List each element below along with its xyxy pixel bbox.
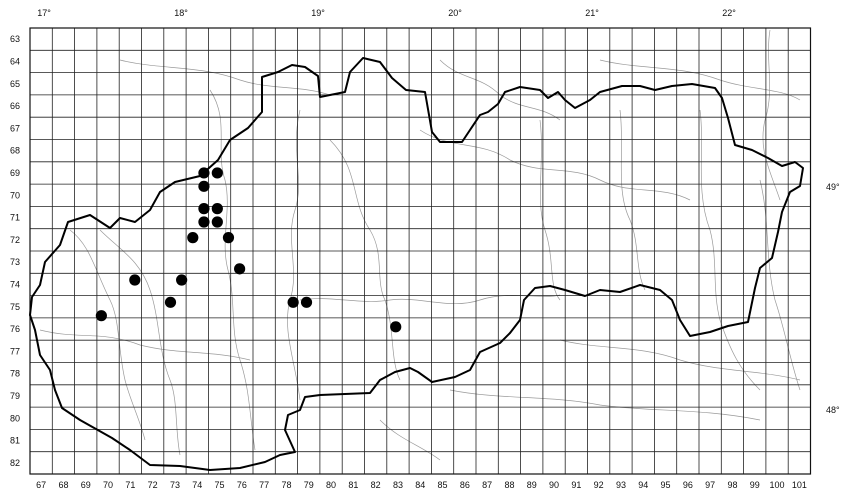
occurrence-dot xyxy=(198,203,210,215)
row-label: 81 xyxy=(10,436,20,446)
grid-lines xyxy=(30,28,811,474)
column-label: 101 xyxy=(792,480,807,490)
occurrence-dot xyxy=(211,167,223,179)
column-label: 90 xyxy=(549,480,559,490)
column-label: 85 xyxy=(438,480,448,490)
column-label: 97 xyxy=(705,480,715,490)
column-label: 93 xyxy=(616,480,626,490)
column-label: 92 xyxy=(594,480,604,490)
row-label: 74 xyxy=(10,279,20,289)
column-label: 86 xyxy=(460,480,470,490)
column-label: 67 xyxy=(36,480,46,490)
row-label: 66 xyxy=(10,101,20,111)
column-label: 88 xyxy=(504,480,514,490)
column-label: 71 xyxy=(125,480,135,490)
row-label: 79 xyxy=(10,391,20,401)
row-label: 63 xyxy=(10,34,20,44)
column-label: 73 xyxy=(170,480,180,490)
coordinate-labels: 17° 18° 19° 20° 21° 22° 49° 48° xyxy=(37,8,840,415)
column-label: 83 xyxy=(393,480,403,490)
column-label: 68 xyxy=(58,480,68,490)
occurrence-dot xyxy=(300,296,313,308)
column-label: 79 xyxy=(304,480,314,490)
column-label: 84 xyxy=(415,480,425,490)
occurrence-points xyxy=(95,167,402,333)
row-label: 67 xyxy=(10,123,20,133)
column-label: 99 xyxy=(750,480,760,490)
row-label: 77 xyxy=(10,346,20,356)
row-labels: 63 64 65 66 67 68 69 70 71 72 73 74 75 76 77 78 79 80 81 82 xyxy=(10,34,20,468)
longitude-label: 22° xyxy=(722,8,736,18)
column-label: 98 xyxy=(727,480,737,490)
column-label: 72 xyxy=(148,480,158,490)
occurrence-dot xyxy=(234,263,246,275)
column-label: 77 xyxy=(259,480,269,490)
row-label: 80 xyxy=(10,413,20,423)
latitude-label: 48° xyxy=(826,405,840,415)
row-label: 65 xyxy=(10,79,20,89)
column-label: 87 xyxy=(482,480,492,490)
column-label: 100 xyxy=(770,480,785,490)
column-label: 74 xyxy=(192,480,202,490)
row-label: 71 xyxy=(10,213,20,223)
row-label: 75 xyxy=(10,302,20,312)
column-label: 70 xyxy=(103,480,113,490)
latitude-label: 49° xyxy=(826,182,840,192)
column-labels: 67 68 69 70 71 72 73 74 75 76 77 78 79 80 81 82 83 84 85 86… xyxy=(36,480,807,490)
column-label: 91 xyxy=(571,480,581,490)
row-label: 64 xyxy=(10,56,20,66)
occurrence-dot xyxy=(176,274,188,286)
longitude-label: 19° xyxy=(311,8,325,18)
row-label: 72 xyxy=(10,235,20,245)
row-label: 69 xyxy=(10,168,20,178)
occurrence-dot xyxy=(222,232,235,244)
occurrence-dot xyxy=(164,296,177,308)
column-label: 76 xyxy=(237,480,247,490)
row-label: 78 xyxy=(10,369,20,379)
occurrence-dot xyxy=(198,180,210,192)
occurrence-dot xyxy=(198,167,210,179)
column-label: 94 xyxy=(638,480,648,490)
column-label: 81 xyxy=(348,480,358,490)
longitude-label: 21° xyxy=(585,8,599,18)
occurrence-dot xyxy=(390,321,402,333)
occurrence-dot xyxy=(95,310,107,322)
occurrence-dot xyxy=(287,296,299,308)
column-label: 82 xyxy=(371,480,381,490)
row-label: 73 xyxy=(10,257,20,267)
occurrence-dot xyxy=(211,216,223,228)
column-label: 69 xyxy=(81,480,91,490)
row-label: 76 xyxy=(10,324,20,334)
occurrence-dot xyxy=(211,203,223,215)
column-label: 75 xyxy=(215,480,225,490)
longitude-label: 17° xyxy=(37,8,51,18)
row-label: 82 xyxy=(10,458,20,468)
column-label: 89 xyxy=(527,480,537,490)
river-network xyxy=(39,29,801,461)
column-label: 95 xyxy=(661,480,671,490)
column-label: 96 xyxy=(683,480,693,490)
column-label: 78 xyxy=(281,480,291,490)
longitude-label: 18° xyxy=(174,8,188,18)
map-frame xyxy=(29,27,812,475)
row-label: 70 xyxy=(10,190,20,200)
occurrence-dot xyxy=(198,216,210,228)
row-label: 68 xyxy=(10,146,20,156)
occurrence-dot xyxy=(187,232,199,244)
country-border xyxy=(29,57,804,471)
column-label: 80 xyxy=(326,480,336,490)
occurrence-dot xyxy=(129,274,141,286)
longitude-label: 20° xyxy=(448,8,462,18)
